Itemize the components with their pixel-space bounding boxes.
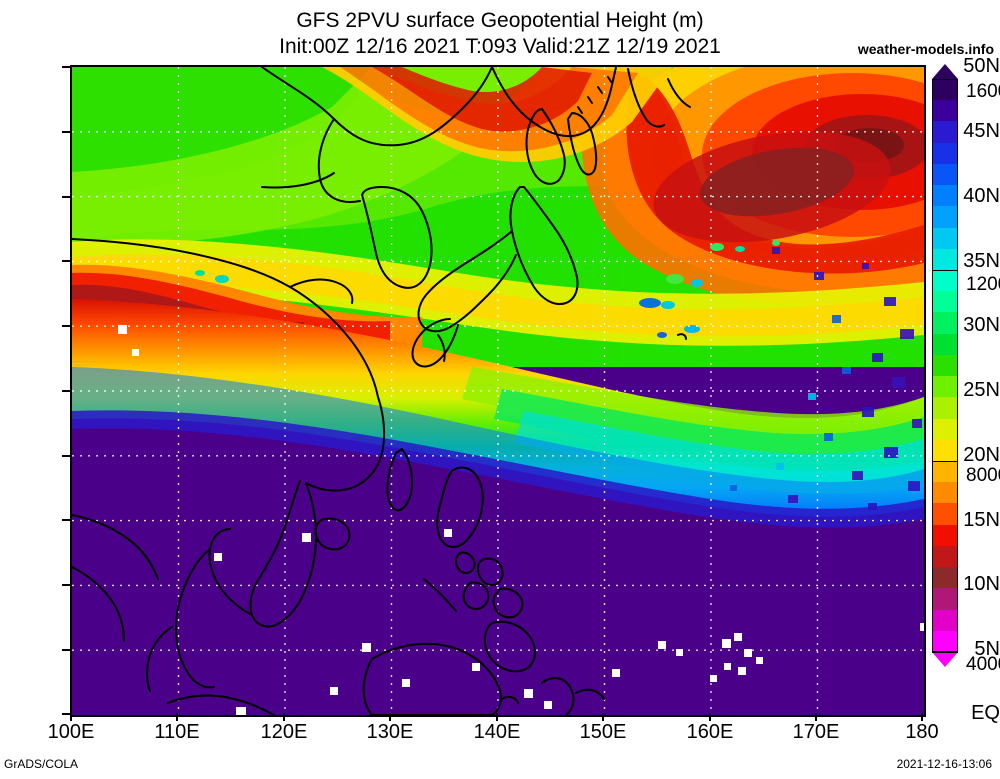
colorbar-tick xyxy=(932,461,958,462)
ytick-mark xyxy=(62,260,70,262)
ytick-mark xyxy=(62,713,70,715)
colorbar xyxy=(932,79,958,653)
xtick-label: 100E xyxy=(47,721,95,743)
colorbar-segment xyxy=(932,588,958,611)
geopotential-height-heatmap xyxy=(72,67,924,715)
xtick-mark xyxy=(602,713,604,721)
colorbar-segment xyxy=(932,291,958,314)
ytick-label: EQ xyxy=(971,702,1000,724)
xtick-label: 170E xyxy=(792,721,840,743)
ytick-mark xyxy=(62,131,70,133)
colorbar-segment xyxy=(932,79,958,101)
colorbar-segment xyxy=(932,270,958,292)
colorbar-label: 16000 xyxy=(966,81,1000,102)
coastline-overlay xyxy=(72,67,691,715)
xtick-mark xyxy=(70,713,72,721)
ytick-mark xyxy=(62,196,70,198)
map-plot-canvas xyxy=(72,67,924,715)
ytick-mark xyxy=(62,390,70,392)
colorbar-segment xyxy=(932,227,958,250)
ytick-label: 30N xyxy=(963,314,1000,336)
colorbar-extend-max-arrow xyxy=(932,64,958,79)
colorbar-segment xyxy=(932,418,958,441)
colorbar-segment xyxy=(932,439,958,462)
colorbar-segment xyxy=(932,630,958,653)
ytick-label: 45N xyxy=(963,120,1000,142)
ytick-label: 10N xyxy=(963,573,1000,595)
colorbar-label: 4000 xyxy=(966,654,1000,675)
ytick-mark xyxy=(62,519,70,521)
colorbar-segment xyxy=(932,567,958,589)
colorbar-segment xyxy=(932,312,958,335)
colorbar-segment xyxy=(932,248,958,271)
xtick-mark xyxy=(709,713,711,721)
colorbar-segment xyxy=(932,503,958,526)
xtick-mark xyxy=(283,713,285,721)
ytick-label: 25N xyxy=(963,379,1000,401)
colorbar-segment xyxy=(932,482,958,505)
xtick-mark xyxy=(176,713,178,721)
ytick-mark xyxy=(62,584,70,586)
software-credit: GrADS/COLA xyxy=(4,757,79,771)
colorbar-label: 12000 xyxy=(966,274,1000,295)
colorbar-segment xyxy=(932,121,958,144)
colorbar-tick xyxy=(932,270,958,271)
xtick-label: 160E xyxy=(686,721,734,743)
map-plot-frame xyxy=(70,65,926,717)
colorbar-label: 8000 xyxy=(966,465,1000,486)
colorbar-segment xyxy=(932,461,958,483)
missing-data-markers xyxy=(118,325,924,715)
ytick-label: 40N xyxy=(963,185,1000,207)
colorbar-segment xyxy=(932,524,958,547)
ytick-label: 35N xyxy=(963,250,1000,272)
noise-speckle-region xyxy=(730,247,922,510)
xtick-label: 150E xyxy=(579,721,627,743)
xtick-label: 180 xyxy=(905,721,939,743)
ytick-label: 20N xyxy=(963,444,1000,466)
xtick-mark xyxy=(496,713,498,721)
colorbar-segment xyxy=(932,142,958,165)
page-title: GFS 2PVU surface Geopotential Height (m) xyxy=(296,9,704,32)
ytick-label: 15N xyxy=(963,509,1000,531)
ytick-label: 50N xyxy=(963,55,1000,77)
generation-timestamp: 2021-12-16-13:06 xyxy=(896,757,992,771)
colorbar-tick xyxy=(932,652,958,653)
map-gridlines xyxy=(72,67,924,715)
xtick-label: 140E xyxy=(473,721,521,743)
colorbar-tick xyxy=(932,79,958,80)
ytick-label: 5N xyxy=(974,638,1000,660)
embedded-eddies xyxy=(195,240,780,338)
colorbar-segment xyxy=(932,185,958,207)
xtick-mark xyxy=(815,713,817,721)
chart-title-block: GFS 2PVU surface Geopotential Height (m)… xyxy=(0,8,1000,60)
colorbar-segment xyxy=(932,333,958,356)
xtick-label: 120E xyxy=(260,721,308,743)
xtick-label: 130E xyxy=(366,721,414,743)
xtick-mark xyxy=(921,713,923,721)
brand-attribution: weather-models.info xyxy=(857,41,994,57)
colorbar-segment xyxy=(932,163,958,186)
colorbar-segment xyxy=(932,545,958,568)
xtick-label: 110E xyxy=(154,721,200,743)
colorbar-segment xyxy=(932,354,958,377)
colorbar-segment xyxy=(932,100,958,123)
ytick-mark xyxy=(62,66,70,68)
colorbar-segment xyxy=(932,206,958,229)
xtick-mark xyxy=(389,713,391,721)
chart-subtitle: Init:00Z 12/16 2021 T:093 Valid:21Z 12/1… xyxy=(279,35,721,58)
colorbar-segment xyxy=(932,376,958,398)
colorbar-segment xyxy=(932,397,958,420)
colorbar-extend-min-arrow xyxy=(932,652,958,667)
ytick-mark xyxy=(62,649,70,651)
colorbar-segment xyxy=(932,609,958,632)
ytick-mark xyxy=(62,455,70,457)
ytick-mark xyxy=(62,325,70,327)
